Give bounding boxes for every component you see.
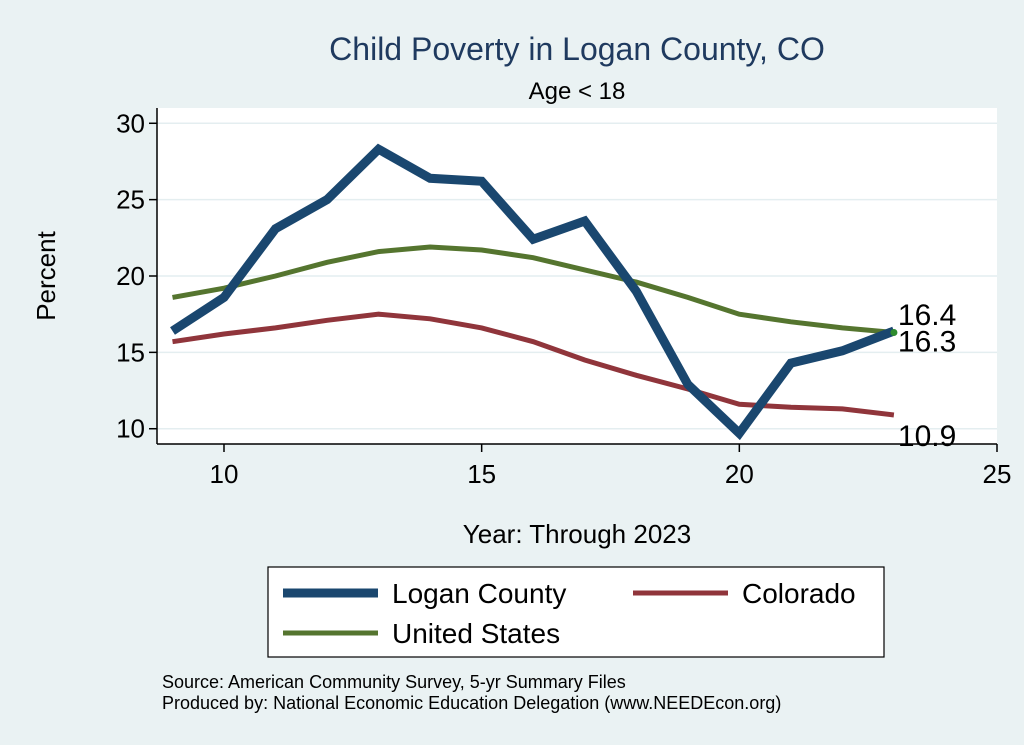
y-tick-label: 30 [116, 108, 145, 138]
legend-label-us: United States [392, 618, 560, 649]
y-tick-label: 15 [116, 337, 145, 367]
x-tick-label: 25 [983, 459, 1012, 489]
end-label-united-states: 16.3 [898, 326, 956, 359]
end-marker [890, 329, 898, 337]
series-line-united-states [172, 244, 895, 335]
end-label-colorado: 10.9 [898, 420, 956, 453]
source-note: Source: American Community Survey, 5-yr … [162, 672, 626, 692]
chart-subtitle: Age < 18 [529, 78, 626, 105]
end-labels: 16.4 10.9 16.3 [898, 299, 956, 453]
legend: Logan County Colorado United States [267, 566, 885, 658]
x-ticks: 10 15 20 25 [210, 444, 1012, 489]
y-tick-label: 20 [116, 261, 145, 291]
legend-box [267, 566, 885, 658]
y-tick-label: 25 [116, 185, 145, 215]
x-tick-label: 20 [725, 459, 754, 489]
series-line-colorado [172, 311, 895, 418]
legend-label-logan: Logan County [392, 578, 566, 609]
y-axis-label: Percent [31, 230, 61, 320]
x-axis-label: Year: Through 2023 [463, 519, 691, 549]
x-tick-label: 10 [210, 459, 239, 489]
chart-title: Child Poverty in Logan County, CO [329, 31, 825, 67]
grid [157, 122, 997, 430]
series-lines [170, 143, 898, 441]
end-label-logan-county: 16.4 [898, 299, 956, 332]
legend-label-colorado: Colorado [742, 578, 856, 609]
produced-by-note: Produced by: National Economic Education… [162, 693, 781, 713]
y-ticks: 10 15 20 25 30 [116, 108, 157, 444]
series-line-logan-county [170, 143, 896, 441]
x-tick-label: 15 [467, 459, 496, 489]
y-tick-label: 10 [116, 414, 145, 444]
